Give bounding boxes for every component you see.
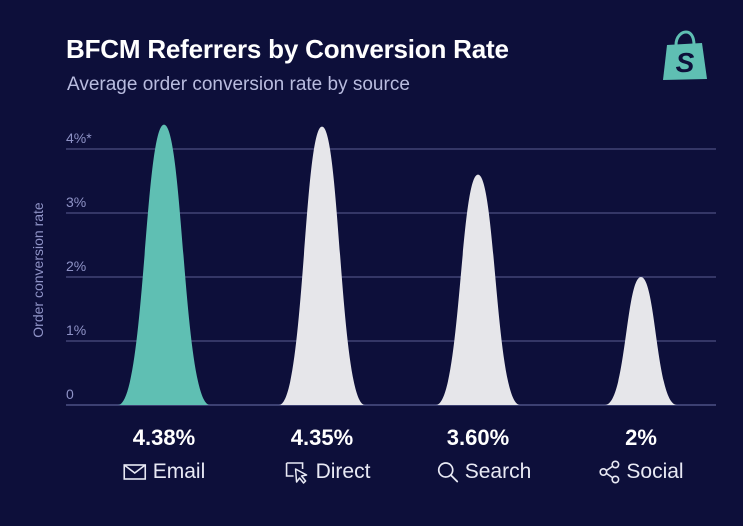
category-search: Search: [437, 460, 532, 484]
y-tick-label-1: 1%: [66, 322, 86, 338]
peak-email: [118, 124, 210, 406]
y-tick-label-0: 0: [66, 386, 74, 402]
magnifier-icon: [437, 462, 459, 483]
cursor-click-icon: [285, 462, 308, 484]
y-tick-label-3: 3%: [66, 194, 86, 210]
chart-subtitle: Average order conversion rate by source: [67, 74, 410, 95]
value-label-email: 4.38%: [133, 425, 195, 450]
category-label-direct: Direct: [315, 460, 371, 483]
peak-social: [605, 277, 677, 405]
y-tick-label-4: 4%*: [66, 130, 92, 146]
chart-title: BFCM Referrers by Conversion Rate: [66, 34, 509, 64]
peak-search: [436, 174, 520, 405]
category-social: Social: [598, 460, 684, 484]
category-email: Email: [123, 460, 206, 484]
y-tick-label-2: 2%: [66, 258, 86, 274]
category-direct: Direct: [284, 460, 371, 484]
category-label-social: Social: [626, 460, 684, 483]
value-label-direct: 4.35%: [291, 425, 353, 450]
category-label-email: Email: [152, 460, 206, 483]
envelope-icon: [123, 464, 147, 480]
peak-direct: [279, 126, 365, 405]
share-icon: [599, 460, 620, 484]
value-label-search: 3.60%: [447, 425, 509, 450]
value-label-social: 2%: [625, 425, 657, 450]
svg-text:S: S: [676, 47, 695, 78]
category-label-search: Search: [464, 460, 532, 483]
shopify-bag-icon: S: [663, 30, 707, 80]
